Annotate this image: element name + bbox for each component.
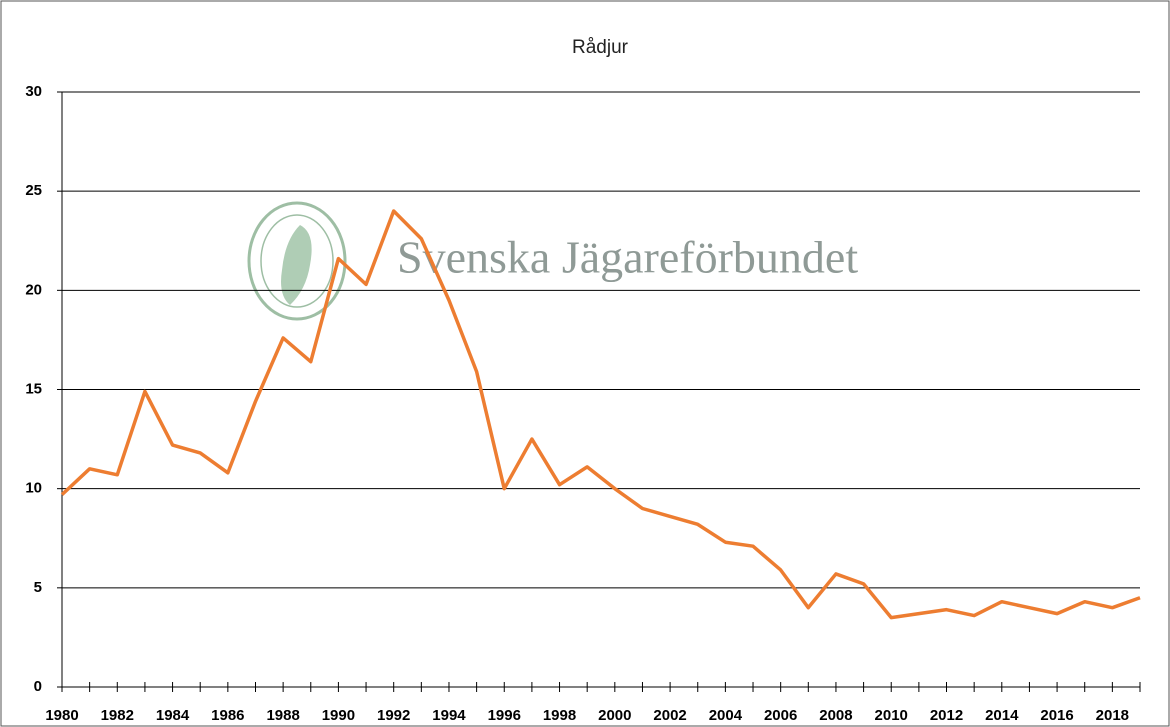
y-tick-label: 10 xyxy=(25,480,42,497)
x-tick-label: 2016 xyxy=(1040,707,1073,724)
x-tick-label: 2004 xyxy=(709,707,743,724)
x-tick-label: 2000 xyxy=(598,707,631,724)
x-tick-label: 2012 xyxy=(930,707,963,724)
x-tick-label: 1980 xyxy=(45,707,78,724)
x-tick-label: 2002 xyxy=(653,707,686,724)
y-tick-label: 25 xyxy=(25,182,42,199)
x-tick-label: 2008 xyxy=(819,707,852,724)
y-tick-label: 15 xyxy=(25,380,42,397)
y-tick-label: 0 xyxy=(34,678,42,695)
y-tick-label: 5 xyxy=(34,579,42,596)
y-tick-label: 30 xyxy=(25,83,42,100)
watermark-text: Svenska Jägareförbundet xyxy=(397,232,858,283)
chart-title: Rådjur xyxy=(572,37,629,58)
x-tick-label: 1986 xyxy=(211,707,244,724)
x-tick-label: 1994 xyxy=(432,707,466,724)
data-line xyxy=(60,209,1141,620)
y-tick-label: 20 xyxy=(25,281,42,298)
x-tick-label: 1988 xyxy=(266,707,299,724)
x-tick-label: 1992 xyxy=(377,707,410,724)
watermark-logo xyxy=(247,201,347,321)
x-tick-label: 1996 xyxy=(488,707,521,724)
x-tick-label: 2006 xyxy=(764,707,797,724)
x-tick-label: 1982 xyxy=(101,707,134,724)
x-tick-label: 2018 xyxy=(1096,707,1129,724)
x-tick-label: 2010 xyxy=(875,707,908,724)
x-tick-label: 1990 xyxy=(322,707,355,724)
x-tick-label: 1984 xyxy=(156,707,190,724)
x-tick-label: 2014 xyxy=(985,707,1019,724)
x-tick-label: 1998 xyxy=(543,707,576,724)
